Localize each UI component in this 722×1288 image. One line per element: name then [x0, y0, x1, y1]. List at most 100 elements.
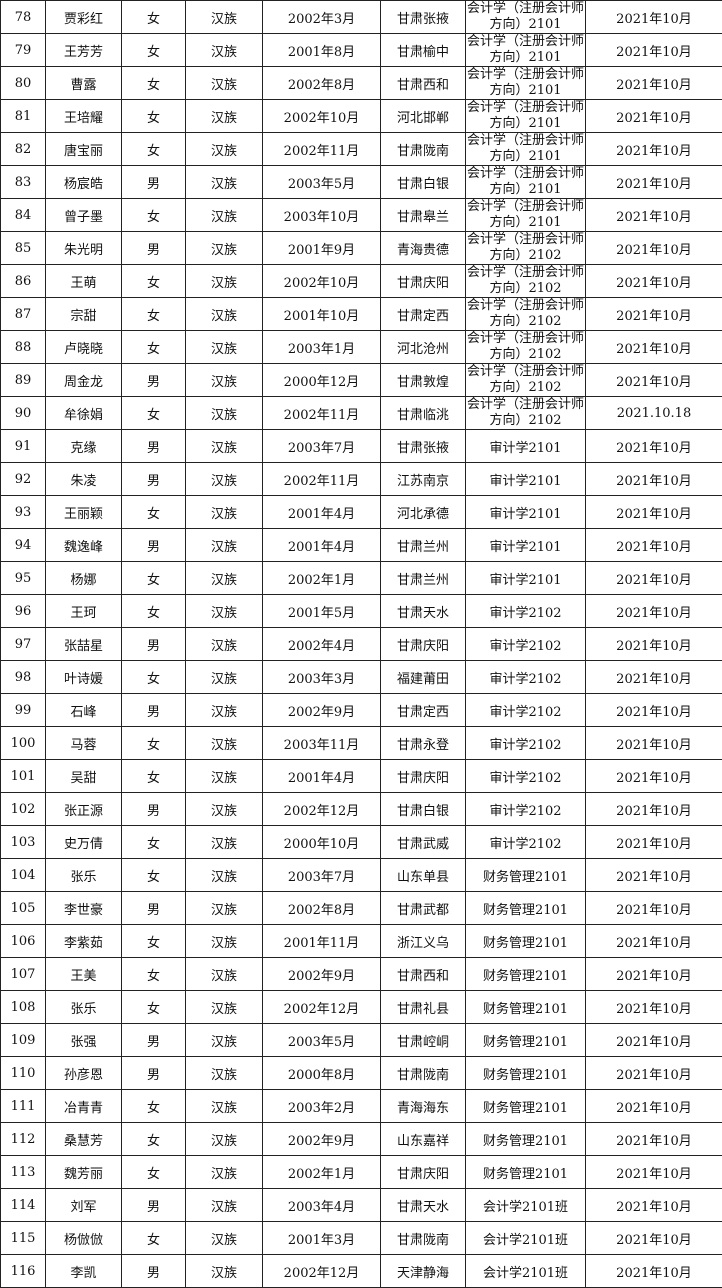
gender: 男 [122, 694, 186, 727]
class: 财务管理2101 [466, 1090, 586, 1123]
gender: 女 [122, 1222, 186, 1255]
ethnicity: 汉族 [186, 859, 263, 892]
gender: 女 [122, 265, 186, 298]
index: 92 [1, 463, 46, 496]
name: 李世豪 [46, 892, 122, 925]
birth-date: 2001年8月 [263, 34, 381, 67]
class: 审计学2101 [466, 529, 586, 562]
ethnicity: 汉族 [186, 430, 263, 463]
name: 马蓉 [46, 727, 122, 760]
gender: 男 [122, 430, 186, 463]
ethnicity: 汉族 [186, 562, 263, 595]
name: 贾彩红 [46, 1, 122, 34]
ethnicity: 汉族 [186, 1090, 263, 1123]
enroll-date: 2021年10月 [586, 859, 722, 892]
class: 会计学2101班 [466, 1189, 586, 1222]
enroll-date: 2021年10月 [586, 331, 722, 364]
enroll-date: 2021年10月 [586, 1090, 722, 1123]
enroll-date: 2021年10月 [586, 430, 722, 463]
index: 89 [1, 364, 46, 397]
ethnicity: 汉族 [186, 991, 263, 1024]
ethnicity: 汉族 [186, 826, 263, 859]
ethnicity: 汉族 [186, 694, 263, 727]
ethnicity: 汉族 [186, 133, 263, 166]
index: 100 [1, 727, 46, 760]
class: 财务管理2101 [466, 892, 586, 925]
gender: 女 [122, 1090, 186, 1123]
gender: 女 [122, 1, 186, 34]
ethnicity: 汉族 [186, 331, 263, 364]
origin: 甘肃庆阳 [381, 760, 466, 793]
enroll-date: 2021年10月 [586, 364, 722, 397]
ethnicity: 汉族 [186, 496, 263, 529]
index: 88 [1, 331, 46, 364]
origin: 甘肃庆阳 [381, 628, 466, 661]
name: 周金龙 [46, 364, 122, 397]
birth-date: 2001年10月 [263, 298, 381, 331]
name: 杨宸皓 [46, 166, 122, 199]
class: 会计学（注册会计师方向）2101 [466, 34, 586, 67]
class: 审计学2101 [466, 430, 586, 463]
name: 唐宝丽 [46, 133, 122, 166]
index: 110 [1, 1057, 46, 1090]
enroll-date: 2021年10月 [586, 628, 722, 661]
gender: 女 [122, 34, 186, 67]
origin: 甘肃临洮 [381, 397, 466, 430]
birth-date: 2001年5月 [263, 595, 381, 628]
birth-date: 2000年10月 [263, 826, 381, 859]
birth-date: 2001年11月 [263, 925, 381, 958]
ethnicity: 汉族 [186, 1156, 263, 1189]
origin: 青海海东 [381, 1090, 466, 1123]
index: 114 [1, 1189, 46, 1222]
index: 99 [1, 694, 46, 727]
enroll-date: 2021年10月 [586, 1156, 722, 1189]
origin: 甘肃西和 [381, 67, 466, 100]
enroll-date: 2021.10.18 [586, 397, 722, 430]
gender: 女 [122, 562, 186, 595]
enroll-date: 2021年10月 [586, 661, 722, 694]
birth-date: 2001年4月 [263, 496, 381, 529]
name: 卢晓晓 [46, 331, 122, 364]
origin: 甘肃兰州 [381, 562, 466, 595]
name: 张喆星 [46, 628, 122, 661]
origin: 青海贵德 [381, 232, 466, 265]
name: 桑慧芳 [46, 1123, 122, 1156]
name: 杨倣倣 [46, 1222, 122, 1255]
gender: 女 [122, 958, 186, 991]
birth-date: 2002年1月 [263, 562, 381, 595]
gender: 女 [122, 1123, 186, 1156]
class: 财务管理2101 [466, 1057, 586, 1090]
class: 财务管理2101 [466, 1156, 586, 1189]
ethnicity: 汉族 [186, 1, 263, 34]
enroll-date: 2021年10月 [586, 166, 722, 199]
birth-date: 2003年2月 [263, 1090, 381, 1123]
enroll-date: 2021年10月 [586, 694, 722, 727]
ethnicity: 汉族 [186, 34, 263, 67]
enroll-date: 2021年10月 [586, 34, 722, 67]
index: 96 [1, 595, 46, 628]
gender: 男 [122, 529, 186, 562]
origin: 甘肃庆阳 [381, 1156, 466, 1189]
gender: 男 [122, 1024, 186, 1057]
gender: 男 [122, 364, 186, 397]
birth-date: 2003年10月 [263, 199, 381, 232]
gender: 女 [122, 67, 186, 100]
